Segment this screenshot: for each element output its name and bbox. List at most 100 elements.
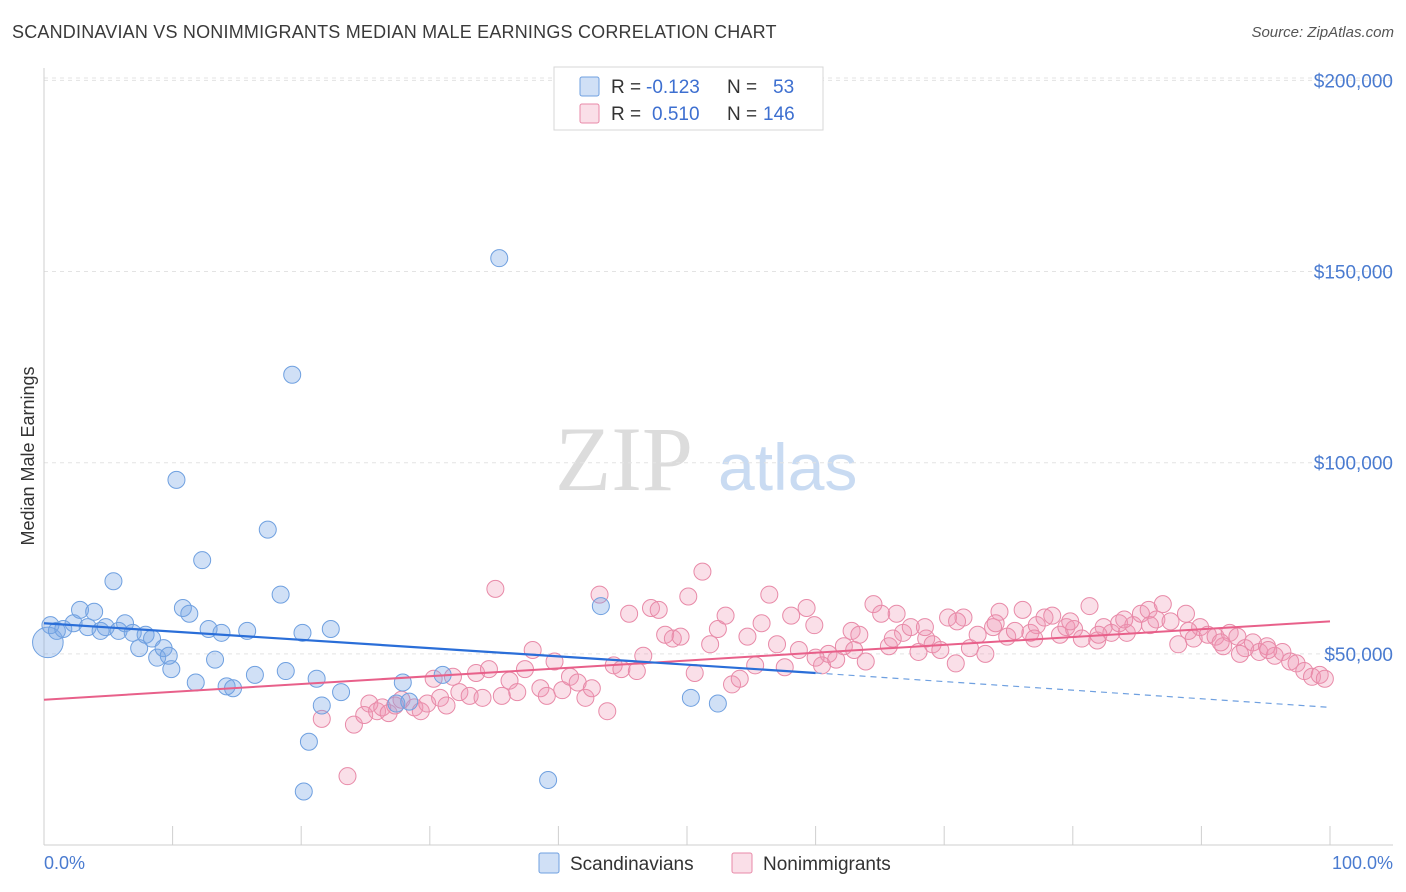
axes [43,68,1393,846]
nonimmigrants-point [627,662,646,681]
nonimmigrants-point [620,604,639,623]
bottom-legend-swatch-nonimmigrants [731,852,753,874]
scandinavians-point [217,677,236,696]
scandinavians-point [591,597,610,616]
scandinavians-point [332,683,351,702]
nonimmigrants-point [760,585,779,604]
nonimmigrants-point [1035,608,1054,627]
legend: R = -0.123 N = 53 R = 0.510 N = 146 [553,66,824,131]
nonimmigrants-point [663,629,682,648]
trend-lines [43,620,1331,708]
nonimmigrants-point [1140,616,1159,635]
scandinavians-point [294,782,313,801]
nonimmigrants-point [437,696,456,715]
nonimmigrants-point [1230,644,1249,663]
nonimmigrants-points [312,562,1334,786]
legend-swatch-blue [579,76,600,97]
y-tick-label: $50,000 [1324,645,1393,666]
scandinavians-point [245,665,264,684]
scandinavians-point [539,771,558,790]
scandinavians-point [293,623,312,642]
nonimmigrants-point [473,688,492,707]
nonimmigrants-point [531,679,550,698]
nonimmigrants-point [746,656,765,675]
nonimmigrants-point [1072,629,1091,648]
bottom-legend-label-nonimmigrants: Nonimmigrants [763,854,891,875]
nonimmigrants-point [976,644,995,663]
scandinavians-point [109,621,128,640]
watermark-atlas: atlas [718,430,857,504]
scandinavians-point [307,669,326,688]
nonimmigrants-point [424,669,443,688]
y-tick-label: $200,000 [1314,71,1393,92]
nonimmigrants-point [775,658,794,677]
legend-n-label-1: N = [727,77,757,98]
nonimmigrants-point [479,660,498,679]
nonimmigrants-point [1243,633,1262,652]
scandinavians-point [180,604,199,623]
legend-r-label-1: R = [611,77,641,98]
nonimmigrants-point [738,627,757,646]
scandinavians-point [159,646,178,665]
legend-swatch-pink [579,103,600,124]
scandinavians-point [167,470,186,489]
nonimmigrants-point [338,767,357,786]
nonimmigrants-point [901,618,920,637]
scandinavians-point [271,585,290,604]
nonimmigrants-point [939,608,958,627]
nonimmigrants-point [1161,612,1180,631]
bottom-legend: Scandinavians Nonimmigrants [538,852,891,875]
scandinavians-point [258,520,277,539]
scandinavians-point [400,692,419,711]
scandinavians-point [708,694,727,713]
nonimmigrants-point [864,595,883,614]
nonimmigrants-point [486,579,505,598]
nonimmigrants-point [508,683,527,702]
nonimmigrants-point [379,704,398,723]
x-tick-label-min: 0.0% [44,853,85,873]
nonimmigrants-point [1281,652,1300,671]
nonimmigrants-point [598,702,617,721]
y-axis-label: Median Male Earnings [18,366,38,545]
nonimmigrants-point [1061,612,1080,631]
nonimmigrants-point [797,598,816,617]
nonimmigrants-point [986,614,1005,633]
nonimmigrants-point [450,683,469,702]
legend-r-label-2: R = [611,104,641,125]
nonimmigrants-trend-line [43,620,1331,701]
nonimmigrants-point [946,654,965,673]
scandinavians-point [148,648,167,667]
y-tick-labels: $50,000 $100,000 $150,000 $200,000 [1314,71,1393,665]
nonimmigrants-point [634,646,653,665]
scandinavians-trend-line [43,622,816,675]
chart-source: Source: ZipAtlas.com [1251,24,1394,41]
nonimmigrants-point [492,686,511,705]
nonimmigrants-point [1191,618,1210,637]
scandinavians-point [71,600,90,619]
nonimmigrants-point [1027,616,1046,635]
nonimmigrants-point [431,688,450,707]
nonimmigrants-point [883,629,902,648]
scandinavians-point [104,572,123,591]
nonimmigrants-point [1287,654,1306,673]
nonimmigrants-point [1259,641,1278,660]
nonimmigrants-point [789,641,808,660]
nonimmigrants-point [856,652,875,671]
chart-title: SCANDINAVIAN VS NONIMMIGRANTS MEDIAN MAL… [12,22,777,42]
nonimmigrants-point [701,635,720,654]
legend-r-value-2: 0.510 [652,104,700,125]
nonimmigrants-point [1115,610,1134,629]
nonimmigrants-point [708,620,727,639]
nonimmigrants-point [553,681,572,700]
nonimmigrants-point [1013,600,1032,619]
nonimmigrants-point [948,612,967,631]
nonimmigrants-point [411,702,430,721]
y-tick-label: $100,000 [1314,454,1393,475]
nonimmigrants-point [649,600,668,619]
scandinavians-point [681,688,700,707]
nonimmigrants-point [1043,606,1062,625]
nonimmigrants-point [730,669,749,688]
nonimmigrants-point [768,635,787,654]
nonimmigrants-point [752,614,771,633]
scandinavians-trend-extension [815,672,1331,708]
